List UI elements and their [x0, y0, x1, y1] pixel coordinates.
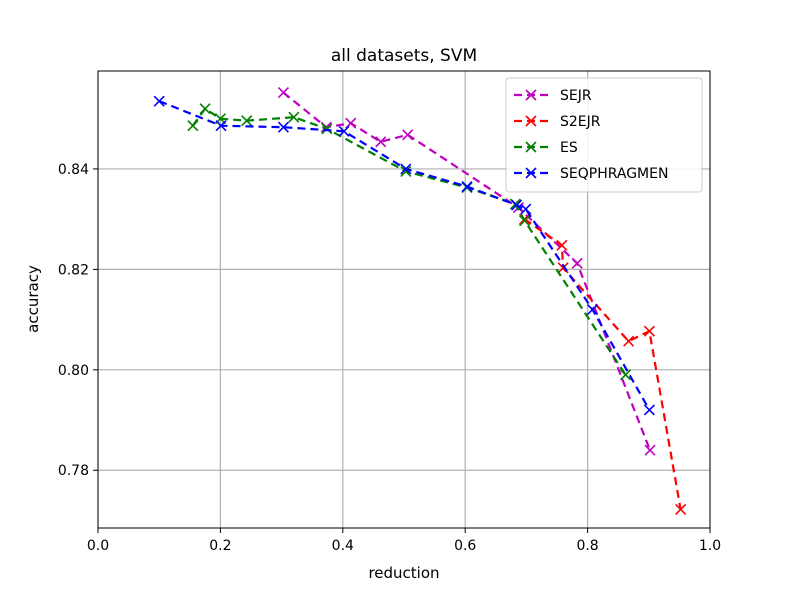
legend-marker-seqphragmen — [525, 167, 537, 179]
legend-item-seqphragmen: SEQPHRAGMEN — [514, 166, 668, 182]
data-point-sejr — [644, 444, 656, 456]
legend-box — [505, 77, 703, 193]
legend-label-sejr: SEJR — [560, 88, 592, 104]
data-point-es — [518, 215, 531, 227]
data-point-sejr — [277, 87, 290, 99]
x-tick-label: 0.2 — [209, 538, 231, 554]
x-tick-label: 0.4 — [332, 538, 354, 554]
legend-marker-s2ejr — [525, 115, 537, 127]
x-tick-label: 0.0 — [87, 538, 109, 554]
data-point-seqphragmen — [461, 180, 473, 193]
data-point-seqphragmen — [215, 120, 227, 132]
data-point-seqphragmen — [338, 125, 350, 137]
chart-title: all datasets, SVM — [331, 46, 477, 66]
data-point-s2ejr — [643, 325, 655, 337]
legend-item-es: ES — [514, 140, 578, 156]
y-tick-label: 0.82 — [58, 262, 89, 278]
data-point-es — [241, 115, 253, 127]
legend-marker-sejr — [525, 89, 537, 101]
legend-label-seqphragmen: SEQPHRAGMEN — [560, 166, 668, 182]
data-point-seqphragmen — [643, 404, 655, 416]
data-point-sejr — [402, 129, 414, 141]
x-tick-label: 0.8 — [576, 538, 598, 554]
series-line-sejr — [282, 91, 652, 451]
data-point-sejr — [375, 136, 387, 148]
data-point-es — [187, 120, 199, 132]
axis-ticks: 0.0 0.2 0.4 0.6 0.8 1.0 0.78 0.80 0.82 0.84 — [58, 162, 721, 554]
series-seqphragmen — [153, 95, 655, 416]
legend-item-sejr: SEJR — [514, 88, 592, 104]
series-line-seqphragmen — [158, 100, 651, 411]
x-tick-label: 0.6 — [454, 538, 476, 554]
data-point-es — [199, 103, 211, 115]
data-point-seqphragmen — [586, 303, 599, 316]
x-axis-label: reduction — [368, 564, 439, 582]
data-point-seqphragmen — [400, 163, 412, 175]
legend: SEJR S2EJR ES SEQPHRAGMEN — [505, 77, 703, 193]
data-point-es — [288, 111, 300, 123]
legend-item-s2ejr: S2EJR — [514, 114, 601, 130]
data-point-seqphragmen — [277, 121, 290, 133]
data-point-seqphragmen — [511, 199, 523, 211]
data-point-sejr — [571, 257, 583, 269]
data-point-seqphragmen — [520, 203, 532, 215]
data-point-es — [321, 123, 333, 135]
data-point-s2ejr — [556, 239, 568, 251]
x-tick-label: 1.0 — [699, 538, 721, 554]
y-tick-label: 0.78 — [58, 463, 89, 479]
data-point-seqphragmen — [153, 95, 165, 107]
data-point-s2ejr — [675, 503, 687, 515]
series-layer — [153, 87, 687, 515]
data-point-s2ejr — [623, 335, 635, 347]
series-s2ejr — [518, 213, 687, 515]
legend-marker-es — [525, 141, 537, 153]
plot-frame — [97, 70, 711, 529]
series-line-s2ejr — [523, 218, 682, 510]
y-tick-label: 0.84 — [58, 162, 89, 178]
data-point-es — [619, 369, 632, 381]
y-axis-label: accuracy — [24, 265, 42, 333]
y-tick-label: 0.80 — [58, 363, 89, 379]
data-point-sejr — [345, 117, 357, 129]
data-point-es — [400, 165, 412, 178]
legend-label-s2ejr: S2EJR — [560, 114, 601, 130]
legend-label-es: ES — [560, 140, 578, 156]
